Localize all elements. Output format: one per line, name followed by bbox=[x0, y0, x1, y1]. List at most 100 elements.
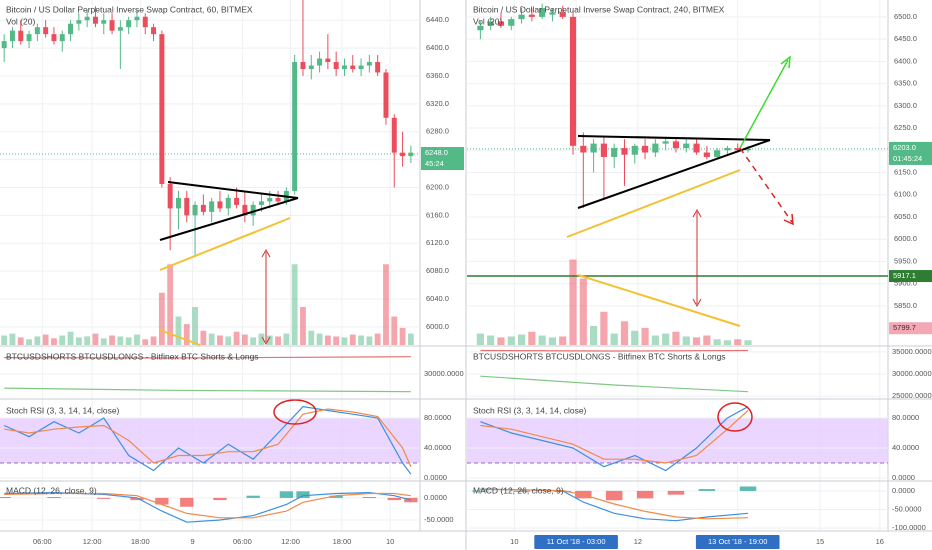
macd-histogram bbox=[296, 491, 310, 498]
volume-bar bbox=[723, 340, 732, 345]
x-tick-label: 18:00 bbox=[333, 537, 352, 546]
candle-body bbox=[126, 20, 132, 28]
candle-body bbox=[580, 145, 587, 153]
volume-bar bbox=[692, 337, 701, 345]
candle-body bbox=[600, 143, 607, 157]
volume-bar bbox=[651, 335, 659, 345]
chart-title: Bitcoin / US Dollar Perpetual Inverse Sw… bbox=[6, 4, 253, 14]
candle-body bbox=[559, 12, 566, 17]
macd-histogram bbox=[667, 490, 685, 495]
volume-bar bbox=[208, 333, 215, 345]
candle-body bbox=[662, 141, 669, 144]
y-tick-label: -100.0000 bbox=[892, 523, 926, 532]
candle-body bbox=[477, 25, 484, 31]
volume-bar bbox=[744, 340, 752, 345]
candle-body bbox=[744, 148, 752, 151]
y-tick-label: 0.0000 bbox=[424, 473, 447, 482]
volume-bar bbox=[92, 333, 99, 345]
candle-body bbox=[539, 8, 546, 17]
y-tick-label: 6040.0 bbox=[426, 294, 449, 303]
x-tick-label: 15 bbox=[816, 537, 824, 546]
volume-bar bbox=[548, 337, 557, 345]
trend-line bbox=[577, 135, 771, 141]
y-tick-label: 6100.0 bbox=[894, 190, 917, 199]
volume-bar bbox=[476, 333, 484, 345]
volume-bar bbox=[233, 331, 240, 345]
y-tick-label: 40.0000 bbox=[892, 443, 919, 452]
candle-body bbox=[358, 65, 364, 69]
y-tick-label: 0.0000 bbox=[892, 486, 915, 495]
pane-title: Stoch RSI (3, 3, 14, 14, close) bbox=[6, 405, 120, 415]
candle-body bbox=[275, 197, 281, 202]
candle-body bbox=[9, 30, 15, 42]
candle-body bbox=[142, 16, 148, 28]
candle-body bbox=[184, 197, 190, 216]
volume-bar bbox=[631, 330, 639, 345]
layer bbox=[0, 0, 888, 523]
chart-title: Bitcoin / US Dollar Perpetual Inverse Sw… bbox=[473, 4, 725, 14]
candle-body bbox=[308, 65, 314, 69]
stoch-band bbox=[0, 417, 420, 463]
y-tick-label: 40.0000 bbox=[424, 443, 451, 452]
candle-body bbox=[192, 204, 198, 216]
y-tick-label: 30000.0000 bbox=[424, 369, 464, 378]
candle-body bbox=[225, 197, 231, 209]
volume-bar bbox=[51, 338, 57, 345]
volume-bar bbox=[283, 333, 290, 345]
macd-histogram bbox=[246, 495, 260, 498]
candle-body bbox=[317, 58, 323, 66]
y-tick-label: 6160.0 bbox=[426, 210, 449, 219]
macd-histogram bbox=[605, 490, 623, 501]
arrow-head bbox=[692, 208, 702, 308]
volume-bar bbox=[559, 336, 567, 345]
candle-body bbox=[341, 65, 347, 69]
y-tick-label: 80.0000 bbox=[424, 413, 451, 422]
x-tick-label: 13 Oct '18 - 19:00 bbox=[708, 537, 767, 546]
macd-histogram bbox=[47, 497, 61, 499]
candle-body bbox=[693, 143, 700, 153]
candle-body bbox=[217, 201, 223, 209]
pane-title: BTCUSDSHORTS BTCUSDLONGS - Bitfinex BTC … bbox=[6, 351, 259, 361]
candle-body bbox=[631, 145, 638, 155]
volume-label: Vol (20) bbox=[6, 16, 35, 26]
volume-bar bbox=[266, 335, 273, 345]
volume-bar bbox=[662, 333, 670, 345]
candle-body bbox=[200, 204, 206, 212]
volume-bar bbox=[291, 264, 298, 345]
volume-bar bbox=[150, 336, 157, 345]
indicator-line bbox=[480, 349, 749, 352]
volume-bar bbox=[175, 316, 182, 345]
candle-body bbox=[18, 30, 24, 42]
volume-bar bbox=[183, 324, 190, 345]
indicator-line bbox=[4, 492, 411, 519]
level-label: 5917.1 bbox=[893, 271, 916, 280]
y-tick-label: 6400.0 bbox=[426, 43, 449, 52]
circle bbox=[717, 402, 753, 432]
y-tick-label: 6120.0 bbox=[426, 238, 449, 247]
y-tick-label: 6280.0 bbox=[426, 127, 449, 136]
volume-bar bbox=[117, 336, 124, 345]
candle-body bbox=[250, 204, 256, 216]
volume-label: Vol (20) bbox=[473, 16, 502, 26]
volume-bar bbox=[250, 337, 257, 345]
last-price-label: 6203.0 bbox=[893, 143, 916, 152]
volume-bar bbox=[158, 292, 165, 345]
y-tick-label: 5900.0 bbox=[894, 279, 917, 288]
volume-bar bbox=[241, 334, 248, 345]
y-tick-label: 35000.0000 bbox=[892, 347, 932, 356]
candle-body bbox=[497, 21, 505, 26]
volume-bar bbox=[358, 335, 364, 345]
y-tick-label: 0.0000 bbox=[892, 473, 915, 482]
indicator-line bbox=[480, 488, 749, 520]
macd-histogram bbox=[279, 491, 294, 498]
y-tick-label: 6250.0 bbox=[894, 123, 917, 132]
indicator-line bbox=[480, 406, 749, 472]
indicator-line bbox=[4, 356, 411, 359]
volume-bar bbox=[497, 337, 505, 345]
y-tick-label: 25000.0000 bbox=[892, 391, 932, 400]
volume-bar bbox=[487, 335, 495, 345]
volume-bar bbox=[641, 327, 649, 345]
candle-body bbox=[641, 145, 649, 153]
y-tick-label: 6320.0 bbox=[426, 99, 449, 108]
volume-bar bbox=[341, 337, 348, 345]
